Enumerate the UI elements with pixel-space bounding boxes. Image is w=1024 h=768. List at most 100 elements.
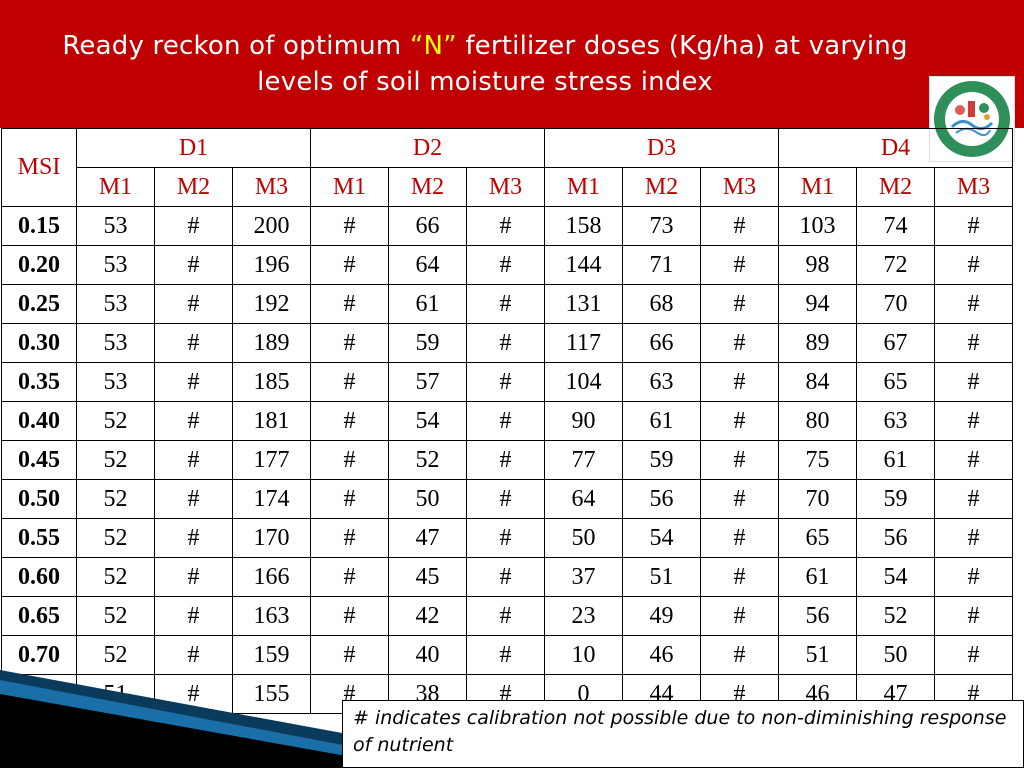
- dose-cell: 163: [232, 596, 311, 636]
- dose-cell: 65: [856, 362, 935, 402]
- dose-cell: 74: [856, 206, 935, 246]
- dose-cell: 52: [76, 518, 155, 558]
- msi-value: 0.30: [1, 323, 77, 363]
- dose-cell: #: [934, 284, 1013, 324]
- dose-cell: 51: [622, 557, 701, 597]
- dose-cell: #: [154, 440, 233, 480]
- table-row: 0.65 52 #163 #42 #23 49 #56 52 #: [1, 596, 1013, 636]
- subheader-cell: M3: [934, 167, 1013, 207]
- dose-cell: #: [700, 284, 779, 324]
- dose-cell: #: [466, 596, 545, 636]
- msi-value: 0.65: [1, 596, 77, 636]
- dose-cell: #: [154, 635, 233, 675]
- dose-cell: 54: [856, 557, 935, 597]
- dose-cell: 40: [388, 635, 467, 675]
- msi-value: 0.45: [1, 440, 77, 480]
- dose-cell: #: [934, 479, 1013, 519]
- dose-cell: #: [700, 401, 779, 441]
- dose-cell: #: [154, 284, 233, 324]
- dose-cell: 104: [544, 362, 623, 402]
- dose-cell: 53: [76, 362, 155, 402]
- table-row: 0.60 52 #166 #45 #37 51 #61 54 #: [1, 557, 1013, 597]
- msi-value: 0.20: [1, 245, 77, 285]
- dose-cell: #: [310, 323, 389, 363]
- dose-cell: #: [310, 206, 389, 246]
- dose-cell: #: [700, 206, 779, 246]
- dose-cell: 59: [856, 479, 935, 519]
- group-header-d3: D3: [544, 128, 779, 168]
- dose-cell: #: [934, 518, 1013, 558]
- dose-cell: #: [466, 479, 545, 519]
- dose-cell: #: [934, 440, 1013, 480]
- group-header-d2: D2: [310, 128, 545, 168]
- dose-cell: #: [934, 323, 1013, 363]
- subheader-cell: M1: [76, 167, 155, 207]
- dose-cell: 89: [778, 323, 857, 363]
- table-row: 0.70 52 #159 #40 #10 46 #51 50 #: [1, 635, 1013, 675]
- dose-cell: 23: [544, 596, 623, 636]
- dose-cell: #: [154, 557, 233, 597]
- dose-cell: 54: [622, 518, 701, 558]
- dose-cell: #: [154, 206, 233, 246]
- table-row: 0.45 52 #177 #52 #77 59 #75 61 #: [1, 440, 1013, 480]
- dose-cell: #: [466, 518, 545, 558]
- slide-title: Ready reckon of optimum “N” fertilizer d…: [20, 28, 950, 100]
- dose-cell: #: [310, 245, 389, 285]
- subheader-cell: M1: [544, 167, 623, 207]
- table-row: 0.35 53 #185 #57 #104 63 #84 65 #: [1, 362, 1013, 402]
- dose-cell: 53: [76, 323, 155, 363]
- subheader-cell: M3: [700, 167, 779, 207]
- dose-cell: #: [466, 401, 545, 441]
- dose-cell: 66: [622, 323, 701, 363]
- dose-cell: 63: [856, 401, 935, 441]
- dose-cell: #: [310, 518, 389, 558]
- msi-value: 0.55: [1, 518, 77, 558]
- dose-cell: 47: [388, 518, 467, 558]
- dose-cell: 75: [778, 440, 857, 480]
- dose-cell: #: [466, 245, 545, 285]
- dose-cell: 52: [76, 635, 155, 675]
- dose-cell: 70: [778, 479, 857, 519]
- dose-cell: 70: [856, 284, 935, 324]
- dose-cell: 94: [778, 284, 857, 324]
- dose-cell: #: [154, 479, 233, 519]
- subheader-cell: M2: [622, 167, 701, 207]
- dose-cell: #: [934, 206, 1013, 246]
- subheader-row: M1 M2 M3 M1 M2 M3 M1 M2 M3 M1 M2 M3: [2, 167, 1013, 207]
- dose-cell: 50: [388, 479, 467, 519]
- dose-cell: #: [700, 479, 779, 519]
- group-header-d1: D1: [76, 128, 311, 168]
- dose-cell: #: [154, 323, 233, 363]
- msi-value: 0.35: [1, 362, 77, 402]
- subheader-cell: M2: [856, 167, 935, 207]
- dose-cell: #: [466, 440, 545, 480]
- dose-cell: 61: [622, 401, 701, 441]
- dose-cell: 185: [232, 362, 311, 402]
- dose-cell: 45: [388, 557, 467, 597]
- dose-cell: 68: [622, 284, 701, 324]
- dose-cell: 90: [544, 401, 623, 441]
- table-row: 0.55 52 #170 #47 #50 54 #65 56 #: [1, 518, 1013, 558]
- dose-cell: #: [310, 596, 389, 636]
- subheader-cell: M3: [232, 167, 311, 207]
- dose-cell: 196: [232, 245, 311, 285]
- dose-cell: 192: [232, 284, 311, 324]
- dose-cell: 170: [232, 518, 311, 558]
- dose-cell: 131: [544, 284, 623, 324]
- dose-cell: #: [310, 557, 389, 597]
- dose-cell: 54: [388, 401, 467, 441]
- dose-cell: #: [154, 362, 233, 402]
- dose-cell: #: [700, 596, 779, 636]
- dose-cell: #: [310, 635, 389, 675]
- dose-cell: 174: [232, 479, 311, 519]
- dose-cell: #: [934, 596, 1013, 636]
- dose-cell: 59: [388, 323, 467, 363]
- dose-cell: 56: [856, 518, 935, 558]
- dose-cell: 57: [388, 362, 467, 402]
- dose-cell: 51: [778, 635, 857, 675]
- dose-cell: #: [700, 362, 779, 402]
- dose-cell: #: [466, 323, 545, 363]
- dose-cell: 52: [388, 440, 467, 480]
- footnote: # indicates calibration not possible due…: [342, 700, 1024, 768]
- dose-cell: 80: [778, 401, 857, 441]
